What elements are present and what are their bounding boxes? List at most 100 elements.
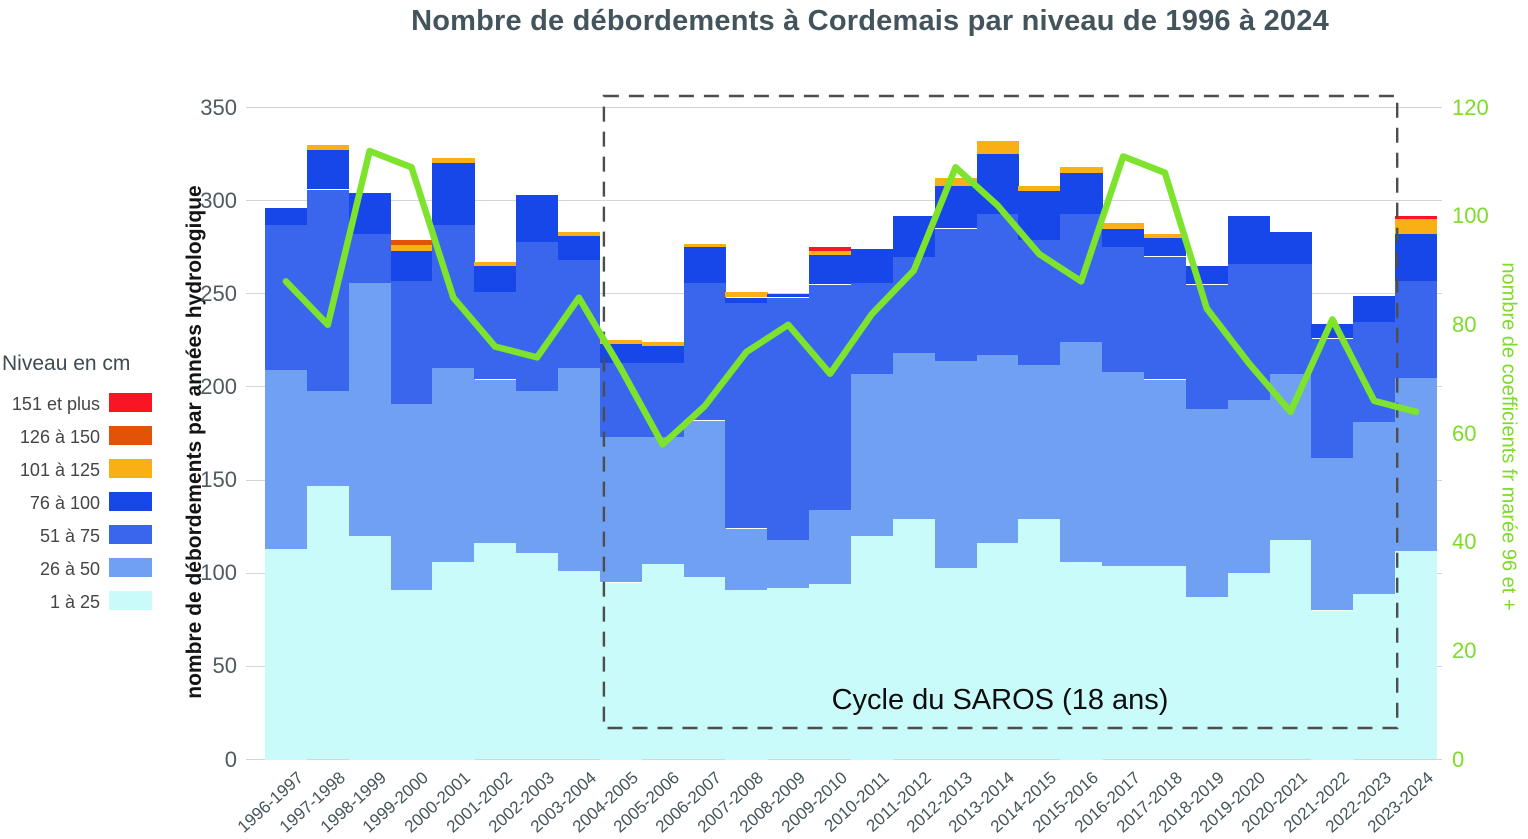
bar-segment (1227, 400, 1271, 574)
bar-segment (767, 293, 810, 298)
bar-segment (809, 284, 852, 510)
legend-item-label: 1 à 25 (49, 592, 100, 612)
bar-segment (390, 403, 433, 590)
bar-segment (599, 362, 643, 438)
bar-segment (432, 157, 475, 164)
bar-segment (432, 562, 475, 760)
bar-segment (1353, 422, 1396, 594)
bar-segment (558, 260, 601, 369)
bar-segment (725, 303, 768, 529)
bar-segment (265, 224, 308, 371)
bar-segment (516, 195, 559, 242)
bar-segment (432, 163, 475, 225)
bar-segment (1018, 239, 1061, 365)
right-axis-tick-label: 100 (1452, 203, 1489, 229)
bar-segment (851, 282, 894, 374)
bar-segment (390, 280, 433, 404)
bar-segment (390, 245, 433, 251)
y-axis-tick-label: 50 (212, 653, 237, 679)
bar-segment (934, 178, 978, 186)
grid-line (246, 107, 1442, 108)
bar-segment (1018, 185, 1061, 192)
bar-segment (976, 213, 1019, 356)
bar-segment (348, 234, 392, 283)
bar-segment (558, 232, 601, 236)
bar-segment (1395, 215, 1438, 220)
right-axis-tick-label: 120 (1452, 94, 1489, 120)
legend-item-label: 151 et plus (11, 394, 100, 414)
bar-segment (892, 215, 936, 257)
bar-segment (1018, 364, 1061, 520)
bar-segment (599, 344, 643, 363)
right-axis-tick-label: 80 (1452, 311, 1477, 337)
bar-segment (641, 563, 685, 760)
right-axis-tick-label: 40 (1452, 529, 1477, 555)
bar-segment (1144, 256, 1187, 380)
bar-segment (348, 282, 392, 536)
bar-segment (934, 228, 978, 361)
bar-segment (641, 342, 685, 346)
bar-segment (265, 370, 308, 549)
bar-segment (474, 262, 517, 266)
y-axis-tick-label: 250 (200, 280, 237, 306)
bar-segment (348, 536, 392, 760)
bar-segment (1353, 593, 1396, 760)
bar-segment (976, 154, 1019, 214)
bar-segment (1185, 265, 1229, 285)
bar-segment (1353, 295, 1396, 322)
bar-segment (348, 193, 392, 235)
bar-segment (1144, 237, 1187, 257)
y-axis-tick-label: 200 (200, 373, 237, 399)
bar-segment (767, 539, 810, 589)
bar-segment (1102, 372, 1145, 566)
bar-segment (725, 291, 768, 298)
bar-segment (516, 241, 559, 391)
bar-segment (809, 247, 852, 251)
bar-segment (683, 243, 726, 248)
bar-segment (683, 282, 726, 421)
right-axis-tick-label: 20 (1452, 637, 1477, 663)
legend-item: 126 à 150 (0, 423, 170, 456)
bar-segment (474, 379, 517, 544)
bar-segment (683, 420, 726, 577)
bar-segment (809, 509, 852, 585)
legend-color-swatch (109, 492, 152, 511)
bar-segment (265, 208, 308, 225)
bar-segment (1185, 409, 1229, 598)
legend-item: 51 à 75 (0, 522, 170, 555)
bar-segment (1395, 219, 1438, 235)
bar-segment (558, 368, 601, 572)
bar-segment (1269, 539, 1312, 760)
legend-color-swatch (109, 591, 152, 610)
bar-segment (1144, 234, 1187, 238)
bar-segment (390, 239, 433, 246)
bar-segment (851, 249, 894, 283)
bar-segment (1060, 213, 1103, 343)
y-axis-tick-label: 150 (200, 467, 237, 493)
legend-item-label: 76 à 100 (29, 493, 100, 513)
bar-segment (934, 185, 978, 229)
bar-segment (1185, 597, 1229, 760)
bar-segment (390, 250, 433, 281)
legend-color-swatch (109, 393, 152, 412)
bar-segment (976, 543, 1019, 760)
bar-segment (934, 567, 978, 760)
bar-segment (306, 144, 350, 151)
y-axis-tick-label: 100 (200, 560, 237, 586)
bar-segment (725, 590, 768, 760)
legend-title: Niveau en cm (2, 352, 131, 375)
bar-segment (558, 571, 601, 760)
bar-segment (641, 362, 685, 438)
y-axis-tick-label: 0 (224, 746, 237, 772)
bar-segment (767, 588, 810, 760)
bar-segment (599, 437, 643, 583)
bar-segment (558, 236, 601, 261)
bar-segment (1185, 284, 1229, 410)
legend-color-swatch (109, 459, 152, 478)
right-axis-tick-label: 0 (1452, 746, 1465, 772)
bar-segment (1144, 565, 1187, 760)
bar-segment (1102, 223, 1145, 229)
bar-segment (1395, 377, 1438, 551)
legend-color-swatch (109, 558, 152, 577)
